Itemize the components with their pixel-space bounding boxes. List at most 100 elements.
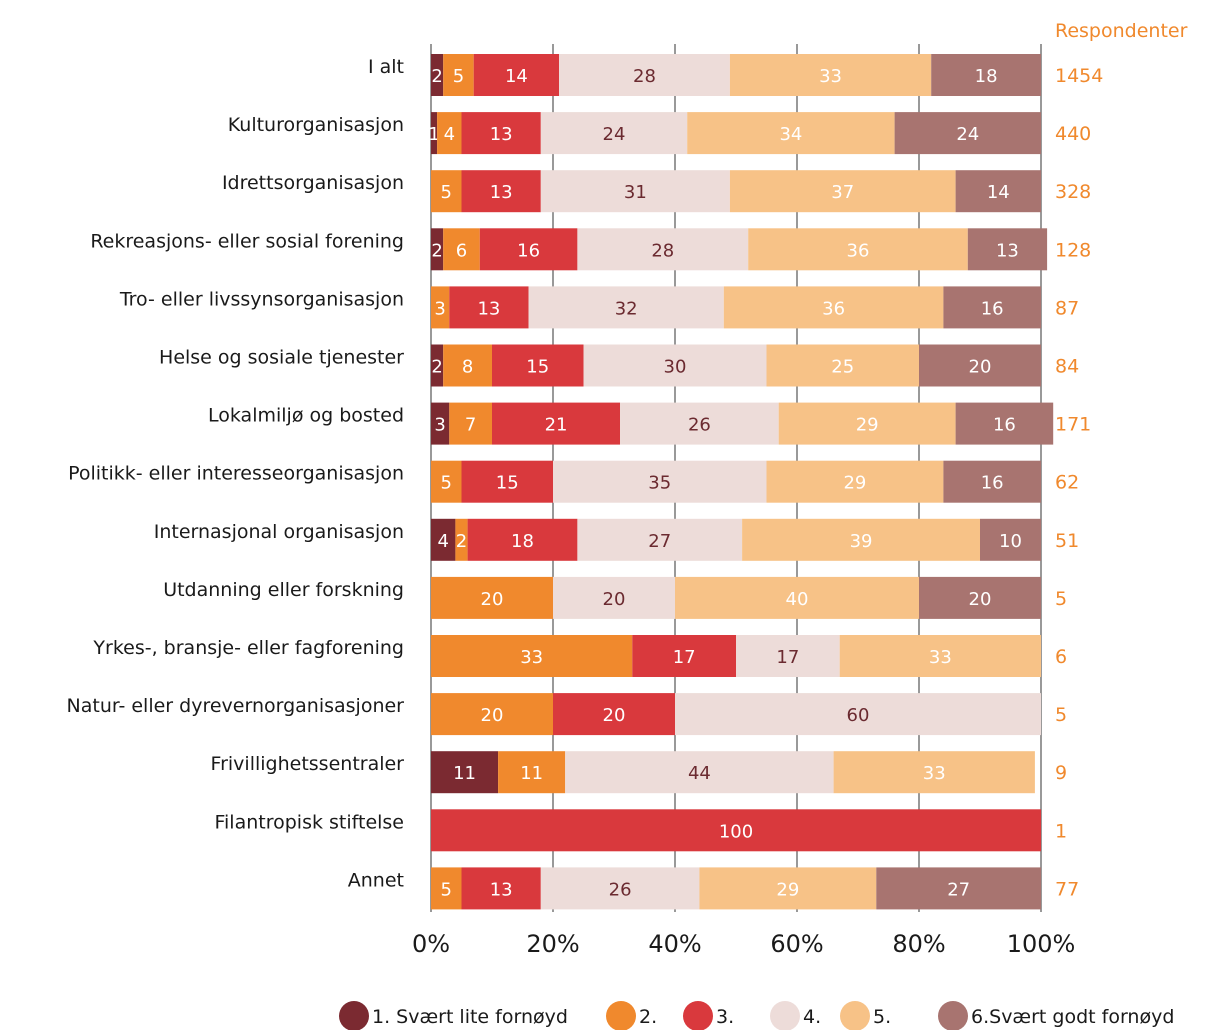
segment-value-label: 24 bbox=[956, 124, 979, 145]
bar-segment bbox=[553, 693, 675, 736]
bar-segment bbox=[443, 54, 474, 96]
bar-segment bbox=[833, 751, 1035, 794]
segment-value-label: 3 bbox=[434, 415, 445, 436]
segment-value-label: 17 bbox=[673, 647, 696, 668]
segment-value-label: 20 bbox=[481, 589, 504, 610]
segment-value-label: 16 bbox=[517, 240, 540, 261]
legend-label: 3. bbox=[716, 1006, 734, 1028]
category-label: Annet bbox=[348, 869, 404, 891]
segment-value-label: 25 bbox=[831, 357, 854, 378]
category-label: Utdanning eller forskning bbox=[163, 579, 404, 601]
bar-segment bbox=[449, 402, 492, 445]
segment-value-label: 33 bbox=[520, 647, 543, 668]
respondent-count: 62 bbox=[1055, 472, 1079, 494]
segment-value-label: 18 bbox=[511, 531, 534, 552]
bar-segment bbox=[565, 751, 834, 794]
segment-value-label: 29 bbox=[856, 415, 879, 436]
segment-value-label: 28 bbox=[633, 66, 656, 87]
bars: 2 5 14 28 33 181 4 13 24 34 245 13 31 37 142 6 16 28 36 133… bbox=[428, 54, 1054, 910]
x-tick-label: 20% bbox=[526, 930, 579, 958]
category-label: Politikk- eller interesseorganisasjon bbox=[68, 463, 404, 485]
bar-segment bbox=[443, 228, 480, 271]
category-label: Natur- eller dyrevernorganisasjoner bbox=[67, 695, 405, 717]
bar-segment bbox=[620, 402, 779, 445]
category-label: Idrettsorganisasjon bbox=[222, 172, 404, 194]
respondent-count: 87 bbox=[1055, 297, 1079, 319]
respondent-count: 84 bbox=[1055, 356, 1079, 378]
segment-value-label: 13 bbox=[490, 182, 513, 203]
bar-segment bbox=[461, 867, 541, 910]
segment-value-label: 2 bbox=[431, 66, 442, 87]
respondent-count: 128 bbox=[1055, 239, 1091, 261]
bar-segment bbox=[577, 228, 749, 271]
respondent-count: 5 bbox=[1055, 704, 1067, 726]
segment-value-label: 13 bbox=[477, 298, 500, 319]
legend-label: 2. bbox=[639, 1006, 657, 1028]
segment-value-label: 39 bbox=[850, 531, 873, 552]
segment-value-label: 20 bbox=[481, 705, 504, 726]
segment-value-label: 14 bbox=[505, 66, 528, 87]
category-label: I alt bbox=[368, 56, 404, 78]
bar-segment bbox=[431, 867, 462, 910]
segment-value-label: 17 bbox=[776, 647, 799, 668]
segment-value-label: 7 bbox=[465, 415, 476, 436]
bar-segment bbox=[943, 460, 1041, 503]
bar-segment bbox=[894, 112, 1041, 155]
bar-segment bbox=[943, 286, 1041, 329]
respondents-title: Respondenter bbox=[1055, 20, 1188, 42]
segment-value-label: 28 bbox=[651, 240, 674, 261]
segment-value-label: 31 bbox=[624, 182, 647, 203]
legend-swatch bbox=[339, 1001, 369, 1030]
segment-value-label: 4 bbox=[444, 124, 455, 145]
segment-value-label: 15 bbox=[496, 473, 519, 494]
respondent-count: 9 bbox=[1055, 762, 1067, 784]
segment-value-label: 27 bbox=[648, 531, 671, 552]
segment-value-label: 5 bbox=[441, 879, 452, 900]
bar-segment bbox=[742, 518, 980, 561]
respondent-count: 440 bbox=[1055, 123, 1091, 145]
segment-value-label: 37 bbox=[831, 182, 854, 203]
segment-value-label: 20 bbox=[969, 589, 992, 610]
bar-segment bbox=[559, 54, 730, 96]
respondent-count: 77 bbox=[1055, 878, 1079, 900]
segment-value-label: 33 bbox=[923, 763, 946, 784]
category-labels: I alt Kulturorganisasjon Idrettsorganisasj… bbox=[67, 56, 405, 891]
bar-segment bbox=[687, 112, 895, 155]
segment-value-label: 21 bbox=[545, 415, 568, 436]
segment-value-label: 35 bbox=[648, 473, 671, 494]
bar-segment bbox=[498, 751, 566, 794]
bar-segment bbox=[980, 518, 1041, 561]
segment-value-label: 36 bbox=[822, 298, 845, 319]
bar-segment bbox=[492, 344, 584, 387]
segment-value-label: 29 bbox=[843, 473, 866, 494]
category-label: Internasjonal organisasjon bbox=[154, 521, 404, 543]
bar-segment bbox=[736, 635, 840, 677]
bar-segment bbox=[540, 867, 700, 910]
legend-swatch bbox=[606, 1001, 636, 1030]
segment-value-label: 33 bbox=[819, 66, 842, 87]
segment-value-label: 32 bbox=[615, 298, 638, 319]
bar-segment bbox=[431, 576, 553, 619]
legend-swatch bbox=[938, 1001, 968, 1030]
bar-segment bbox=[431, 228, 444, 271]
bar-segment bbox=[431, 635, 633, 677]
legend-label: 1. Svært lite fornøyd bbox=[372, 1006, 568, 1028]
bar-segment bbox=[431, 460, 462, 503]
segment-value-label: 2 bbox=[456, 531, 467, 552]
segment-value-label: 2 bbox=[431, 240, 442, 261]
bar-segment bbox=[461, 170, 541, 213]
x-tick-label: 60% bbox=[770, 930, 823, 958]
bar-segment bbox=[492, 402, 621, 445]
segment-value-label: 8 bbox=[462, 357, 473, 378]
segment-value-label: 40 bbox=[786, 589, 809, 610]
segment-value-label: 44 bbox=[688, 763, 711, 784]
segment-value-label: 20 bbox=[603, 589, 626, 610]
segment-value-label: 13 bbox=[490, 124, 513, 145]
bar-segment bbox=[540, 170, 730, 213]
bar-segment bbox=[431, 751, 499, 794]
bar-segment bbox=[455, 518, 468, 561]
segment-value-label: 3 bbox=[434, 298, 445, 319]
segment-value-label: 18 bbox=[975, 66, 998, 87]
bar-segment bbox=[632, 635, 736, 677]
bar-segment bbox=[431, 402, 450, 445]
